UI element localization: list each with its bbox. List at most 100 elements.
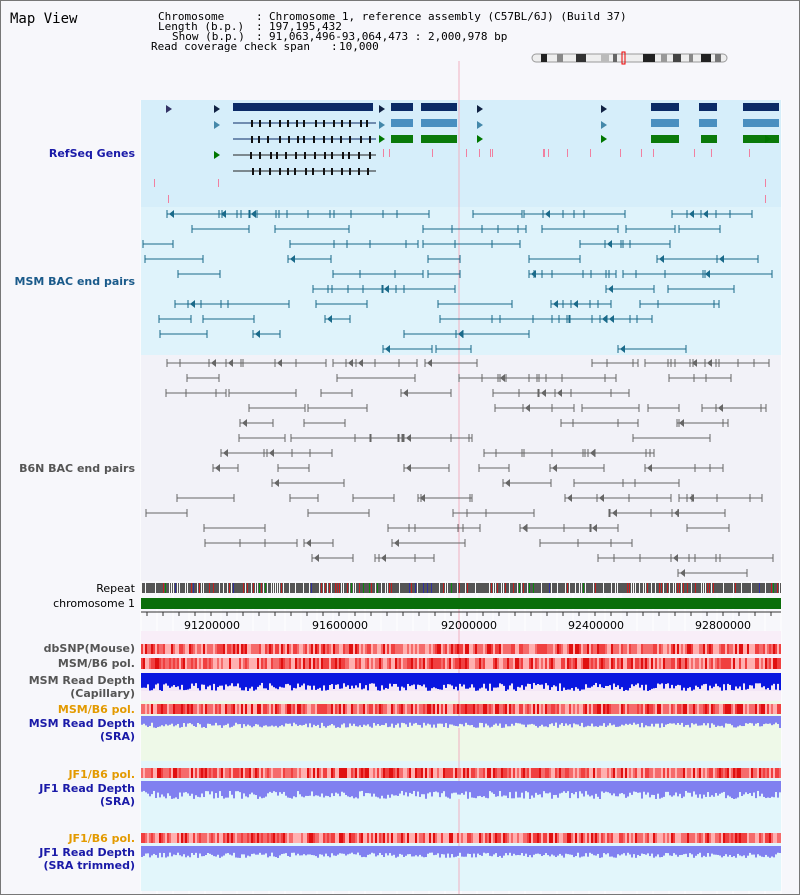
heat-cell bbox=[735, 768, 737, 778]
heat-cell bbox=[563, 658, 565, 669]
repeat-tick bbox=[467, 583, 468, 593]
heat-cell bbox=[749, 704, 751, 714]
msm-sra-depth-bar bbox=[411, 716, 413, 726]
heat-cell bbox=[237, 833, 239, 843]
jf1-sra-depth-bar bbox=[623, 781, 625, 795]
jf1-sra-depth-bar bbox=[719, 781, 721, 794]
track-label-msm-bac[interactable]: MSM BAC end pairs bbox=[14, 275, 135, 288]
jf1-sra-depth-bar bbox=[239, 781, 241, 793]
heat-cell bbox=[365, 833, 367, 843]
heat-cell bbox=[347, 704, 349, 714]
heat-cell bbox=[771, 704, 773, 714]
msm-sra-depth-bar bbox=[141, 716, 143, 725]
jf1-trim-depth-bar bbox=[319, 846, 321, 855]
heat-cell bbox=[509, 833, 511, 843]
msm-sra-depth-bar bbox=[169, 716, 171, 725]
refseq-genes-glyphs[interactable] bbox=[154, 103, 779, 203]
heat-cell bbox=[235, 658, 237, 669]
jf1-sra-depth-bar bbox=[313, 781, 315, 797]
heat-cell bbox=[171, 833, 173, 843]
heat-cell bbox=[235, 833, 237, 843]
bac-arrow-icon bbox=[602, 315, 607, 323]
gene-exon bbox=[269, 120, 271, 127]
heat-cell bbox=[469, 644, 471, 654]
repeat-tick bbox=[245, 583, 246, 593]
heat-cell bbox=[501, 833, 503, 843]
heat-cell bbox=[727, 768, 729, 778]
heat-cell bbox=[683, 833, 685, 843]
heat-cell bbox=[523, 644, 525, 654]
heat-cell bbox=[457, 768, 459, 778]
jf1-sra-depth-bar bbox=[747, 781, 749, 795]
jf1-sra-depth-bar bbox=[331, 781, 333, 794]
msm-capillary-depth-bar bbox=[573, 673, 575, 691]
heat-cell bbox=[545, 833, 547, 843]
heat-cell bbox=[727, 658, 729, 669]
gene-block bbox=[699, 119, 717, 127]
msm-bac-glyphs[interactable] bbox=[142, 210, 773, 353]
msm-capillary-depth-bar bbox=[477, 673, 479, 691]
heat-cell bbox=[513, 658, 515, 669]
msm-capillary-depth-bar bbox=[733, 673, 735, 691]
repeat-tick bbox=[431, 583, 432, 593]
heat-cell bbox=[503, 644, 505, 654]
track-label-refseq[interactable]: RefSeq Genes bbox=[48, 147, 135, 160]
repeat-tick bbox=[163, 583, 164, 593]
heat-cell bbox=[697, 704, 699, 714]
heat-cell bbox=[461, 704, 463, 714]
heat-cell bbox=[655, 768, 657, 778]
track-label-b6n-bac[interactable]: B6N BAC end pairs bbox=[19, 462, 135, 475]
track-label-jf1-depth-trim-1: JF1 Read Depth bbox=[39, 846, 135, 859]
jf1-trim-depth-bar bbox=[657, 846, 659, 855]
repeat-tick bbox=[533, 583, 534, 593]
jf1-sra-depth-bar bbox=[387, 781, 389, 795]
heat-cell bbox=[327, 768, 329, 778]
jf1-trim-depth-bar bbox=[445, 846, 447, 858]
heat-cell bbox=[155, 833, 157, 843]
repeat-tick bbox=[617, 583, 618, 593]
jf1-sra-depth-bar bbox=[151, 781, 153, 795]
jf1-trim-depth-bar bbox=[583, 846, 585, 857]
heat-cell bbox=[653, 644, 655, 654]
heat-cell bbox=[673, 833, 675, 843]
heat-cell bbox=[517, 704, 519, 714]
jf1-trim-depth-bar bbox=[387, 846, 389, 856]
heat-cell bbox=[187, 833, 189, 843]
heat-cell bbox=[537, 658, 539, 669]
heat-cell bbox=[215, 704, 217, 714]
heat-cell bbox=[189, 833, 191, 843]
repeat-tick bbox=[445, 583, 446, 593]
msm-capillary-depth-bar bbox=[251, 673, 253, 687]
heat-cell bbox=[551, 644, 553, 654]
heat-cell bbox=[417, 658, 419, 669]
heat-cell bbox=[643, 658, 645, 669]
heat-cell bbox=[685, 644, 687, 654]
heat-cell bbox=[577, 768, 579, 778]
heat-cell bbox=[753, 704, 755, 714]
msm-sra-depth-bar bbox=[145, 716, 147, 726]
heat-cell bbox=[561, 833, 563, 843]
heat-cell bbox=[503, 833, 505, 843]
heat-cell bbox=[695, 644, 697, 654]
gene-block bbox=[651, 103, 679, 111]
heat-cell bbox=[165, 704, 167, 714]
heat-cell bbox=[635, 704, 637, 714]
jf1-sra-depth-bar bbox=[483, 781, 485, 797]
jf1-trim-depth-bar bbox=[429, 846, 431, 853]
b6n-bac-glyphs[interactable] bbox=[145, 359, 774, 577]
msm-capillary-depth-bar bbox=[249, 673, 251, 689]
heat-cell bbox=[537, 833, 539, 843]
chromosome-ideogram[interactable] bbox=[531, 51, 728, 65]
heat-cell bbox=[573, 768, 575, 778]
jf1-sra-depth-bar bbox=[339, 781, 341, 797]
heat-cell bbox=[167, 704, 169, 714]
msm-capillary-depth-bar bbox=[159, 673, 161, 691]
msm-capillary-depth-bar bbox=[305, 673, 307, 690]
heat-cell bbox=[459, 704, 461, 714]
msm-capillary-depth-bar bbox=[213, 673, 215, 684]
bac-arrow-icon bbox=[403, 389, 408, 397]
gene-exon bbox=[369, 136, 371, 143]
repeat-tick bbox=[177, 583, 178, 593]
heat-cell bbox=[375, 704, 377, 714]
heat-cell bbox=[589, 833, 591, 843]
